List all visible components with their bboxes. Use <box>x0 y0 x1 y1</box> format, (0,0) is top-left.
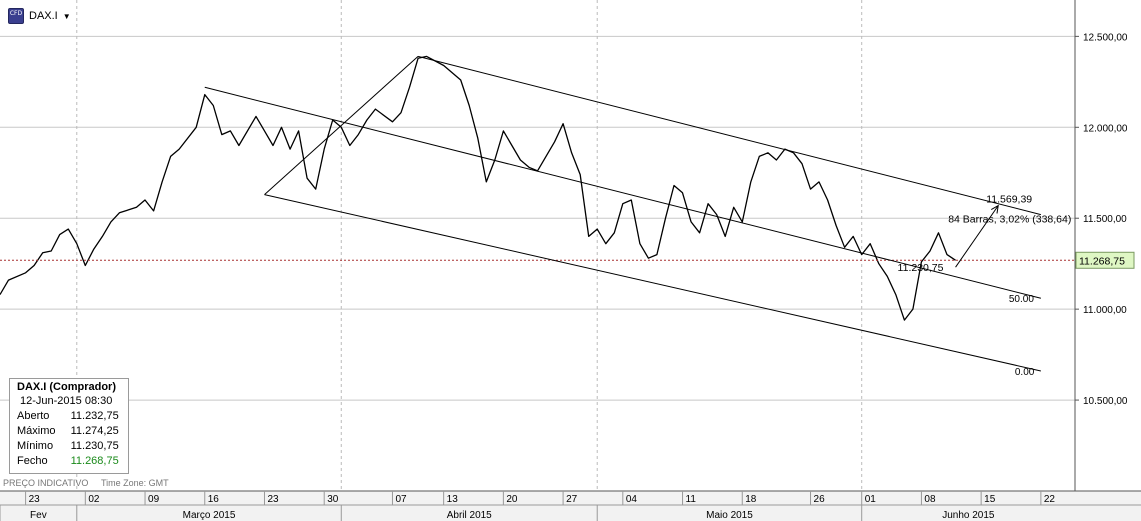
x-tick-label: 08 <box>924 494 936 505</box>
month-label: Junho 2015 <box>942 510 995 521</box>
ohlc-info-box: DAX.I (Comprador) 12-Jun-2015 08:30 Aber… <box>9 378 129 474</box>
x-tick-label: 09 <box>148 494 160 505</box>
info-title: DAX.I (Comprador) <box>17 381 116 393</box>
channel-mid-label: 50.00 <box>1009 294 1034 305</box>
projection-arrow <box>955 205 999 268</box>
current-price-label: 11.268,75 <box>1079 255 1125 267</box>
info-value-close: 11.268,75 <box>70 455 119 467</box>
x-tick-label: 22 <box>1044 494 1056 505</box>
indicative-price-label: PREÇO INDICATIVO <box>3 478 89 488</box>
x-axis-band <box>0 491 1141 521</box>
month-label: Abril 2015 <box>447 510 492 521</box>
month-label: Fev <box>30 510 47 521</box>
cfd-icon: CFD <box>8 8 24 24</box>
x-tick-label: 23 <box>29 494 41 505</box>
x-tick-label: 20 <box>506 494 518 505</box>
info-timestamp: 12-Jun-2015 08:30 <box>20 395 113 407</box>
info-value: 11.274,25 <box>70 425 119 437</box>
info-value: 11.230,75 <box>70 440 119 452</box>
x-tick-label: 16 <box>208 494 220 505</box>
x-tick-label: 27 <box>566 494 578 505</box>
channel-upper-line <box>417 55 1041 216</box>
x-tick-label: 04 <box>626 494 638 505</box>
symbol-selector[interactable]: CFD DAX.I ▼ <box>8 7 71 25</box>
month-label: Março 2015 <box>183 510 236 521</box>
x-tick-label: 11 <box>686 494 697 505</box>
x-tick-label: 01 <box>865 494 877 505</box>
x-tick-label: 23 <box>267 494 279 505</box>
channel-lower-label: 0.00 <box>1015 367 1035 378</box>
chevron-down-icon[interactable]: ▼ <box>62 11 71 21</box>
channel-anchor-line <box>264 56 419 195</box>
x-tick-label: 18 <box>745 494 757 505</box>
x-tick-label: 30 <box>327 494 339 505</box>
y-tick-label: 12.000,00 <box>1083 123 1128 134</box>
projection-start-label: 11.230,75 <box>898 262 944 274</box>
info-value: 11.232,75 <box>70 410 119 422</box>
x-tick-label: 15 <box>984 494 996 505</box>
y-tick-label: 11.500,00 <box>1083 214 1127 225</box>
info-label: Máximo <box>17 425 56 437</box>
y-tick-label: 12.500,00 <box>1083 32 1128 43</box>
y-tick-label: 11.000,00 <box>1083 305 1127 316</box>
timezone-label: Time Zone: GMT <box>101 478 169 488</box>
info-row-high: Máximo 11.274,25 <box>17 424 128 439</box>
x-tick-label: 13 <box>447 494 459 505</box>
projection-arrowhead <box>991 204 999 214</box>
symbol-label: DAX.I <box>29 10 58 22</box>
channel-lower-line <box>264 194 1041 372</box>
price-series-line <box>0 55 956 321</box>
current-price-box <box>1075 251 1135 269</box>
info-label: Mínimo <box>17 440 54 452</box>
x-tick-label: 02 <box>88 494 100 505</box>
projection-end-label: 11.569,39 <box>986 194 1032 206</box>
info-row-low: Mínimo 11.230,75 <box>17 439 128 454</box>
info-label: Aberto <box>17 410 50 422</box>
projection-info-label: 84 Barras, 3,02% (338,64) <box>948 214 1071 226</box>
x-tick-label: 07 <box>395 494 407 505</box>
x-tick-label: 26 <box>814 494 826 505</box>
info-label: Fecho <box>17 455 48 467</box>
month-label: Maio 2015 <box>706 510 753 521</box>
info-row-close: Fecho 11.268,75 <box>17 454 128 469</box>
info-row-open: Aberto 11.232,75 <box>17 409 128 424</box>
y-tick-label: 10.500,00 <box>1083 396 1128 407</box>
